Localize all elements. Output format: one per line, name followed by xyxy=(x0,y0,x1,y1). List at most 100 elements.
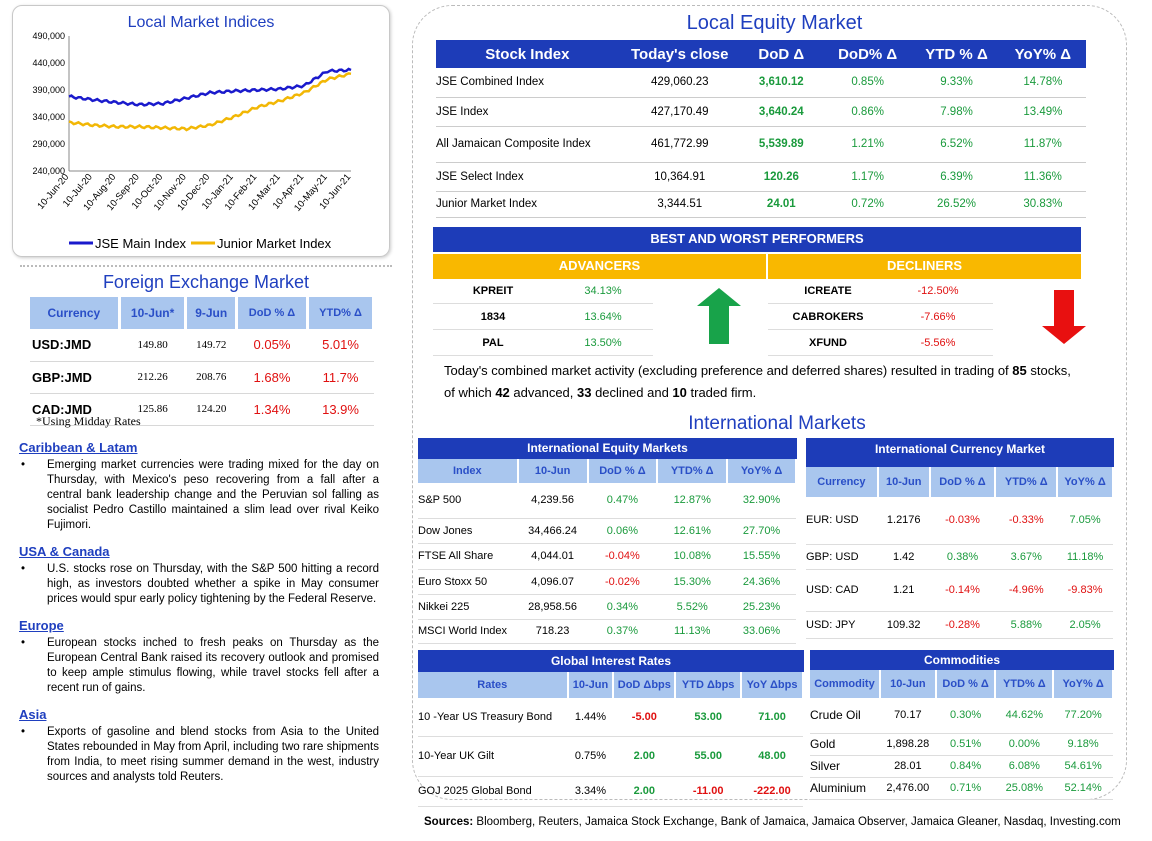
table-row: JSE Select Index 10,364.91 120.26 1.17% 6.39… xyxy=(436,162,1086,192)
fx-cell: 1.34% xyxy=(236,393,308,426)
equity-col-header: DoD% Δ xyxy=(821,40,914,68)
col-header: YoY% Δ xyxy=(1057,467,1114,497)
table-cell: EUR: USD xyxy=(806,497,878,545)
table-cell: 44.62% xyxy=(995,698,1054,734)
table-cell: 3.67% xyxy=(995,544,1058,570)
intl-equity-title: International Equity Markets xyxy=(418,438,797,459)
equity-cell: 3,344.51 xyxy=(618,191,741,218)
table-cell: 2.00 xyxy=(613,736,676,777)
y-tick-label: 240,000 xyxy=(32,166,65,176)
performer-symbol: PAL xyxy=(482,337,504,349)
performer-change: -7.66% xyxy=(920,311,956,323)
equity-cell: 427,170.49 xyxy=(618,97,741,127)
table-cell: 12.61% xyxy=(657,518,728,544)
intl-currency-table: Currency 10-Jun DoD % Δ YTD% Δ YoY% Δ EUR: US… xyxy=(806,467,1114,639)
table-cell: USD: CAD xyxy=(806,569,878,612)
news-section: Caribbean & Latam Emerging market currenc… xyxy=(19,440,379,796)
indices-chart-panel: Local Market Indices 490,000 440,000 390,0… xyxy=(12,5,390,257)
table-cell: Aluminium xyxy=(810,777,880,800)
col-header: YTD Δbps xyxy=(675,672,743,698)
equity-cell: 429,060.23 xyxy=(618,68,741,98)
equity-cell: 24.01 xyxy=(740,191,822,218)
table-cell: 28.01 xyxy=(879,755,936,778)
fx-cell: 149.72 xyxy=(185,329,237,362)
col-header: DoD % Δ xyxy=(587,459,659,483)
col-header: DoD Δbps xyxy=(613,672,677,698)
y-tick-label: 290,000 xyxy=(32,139,65,149)
equity-cell: 13.49% xyxy=(999,97,1086,127)
col-header: YTD% Δ xyxy=(995,670,1055,698)
table-cell: -0.02% xyxy=(587,569,658,595)
fx-col-header: Currency xyxy=(30,297,121,329)
fx-cell: USD:JMD xyxy=(30,329,120,362)
table-cell: 25.08% xyxy=(995,777,1054,800)
table-cell: Silver xyxy=(810,755,880,778)
table-row: Gold 1,898.28 0.51% 0.00% 9.18% xyxy=(810,733,1113,756)
fx-cell: 5.01% xyxy=(307,329,374,362)
table-row: USD: JPY 109.32 -0.28% 5.88% 2.05% xyxy=(806,611,1113,639)
series-line-0 xyxy=(68,67,352,107)
table-cell: 0.84% xyxy=(935,755,996,778)
table-cell: 3.34% xyxy=(567,776,614,807)
performer-change: 13.64% xyxy=(584,311,622,323)
table-row: Dow Jones 34,466.24 0.06% 12.61% 27.70% xyxy=(418,518,796,544)
table-cell: 10-Year UK Gilt xyxy=(418,736,568,777)
news-title: Europe xyxy=(19,618,64,633)
performer-change: 34.13% xyxy=(584,285,622,297)
col-header: 10-Jun xyxy=(567,672,615,698)
table-cell: 1.21 xyxy=(877,569,930,612)
equity-table: Stock Index Today's close DoD Δ DoD% Δ YTD %… xyxy=(436,40,1086,218)
arrow-up-icon xyxy=(697,288,741,344)
table-row: GOJ 2025 Global Bond 3.34% 2.00 -11.00 -222.… xyxy=(418,776,803,807)
table-cell: 7.05% xyxy=(1057,497,1113,545)
table-cell: Dow Jones xyxy=(418,518,518,544)
performer-row: CABROKERS -7.66% xyxy=(768,304,993,330)
table-cell: -5.00 xyxy=(613,698,676,737)
equity-cell: 9.33% xyxy=(913,68,1000,98)
table-cell: 2,476.00 xyxy=(879,777,936,800)
equity-cell: 11.87% xyxy=(999,126,1086,163)
table-cell: 15.55% xyxy=(727,543,796,570)
equity-cell: 3,610.12 xyxy=(740,68,822,98)
table-row: GBP:JMD 212.26 208.76 1.68% 11.7% xyxy=(30,361,374,394)
table-cell: USD: JPY xyxy=(806,611,878,639)
table-row: EUR: USD 1.2176 -0.03% -0.33% 7.05% xyxy=(806,497,1113,545)
table-cell: 0.34% xyxy=(587,594,658,620)
table-cell: Gold xyxy=(810,733,880,756)
equity-cell: 6.39% xyxy=(913,162,1000,192)
fx-cell: 208.76 xyxy=(185,361,237,394)
fx-cell: 125.86 xyxy=(119,393,186,426)
col-header: 10-Jun xyxy=(517,459,589,483)
table-row: FTSE All Share 4,044.01 -0.04% 10.08% 15.55% xyxy=(418,543,796,570)
indices-line-chart: 490,000 440,000 390,000 340,000 290,000 240,0… xyxy=(32,31,353,251)
equity-col-header: YoY% Δ xyxy=(999,40,1086,68)
fx-col-header: 10-Jun* xyxy=(119,297,188,329)
performer-symbol: KPREIT xyxy=(472,285,514,297)
table-cell: 11.13% xyxy=(657,619,728,644)
table-cell: 0.30% xyxy=(935,698,996,734)
news-item: Asia Exports of gasoline and blend stocks… xyxy=(19,707,379,785)
equity-cell: 5,539.89 xyxy=(740,126,822,163)
equity-cell: Junior Market Index xyxy=(436,191,619,218)
table-row: Nikkei 225 28,958.56 0.34% 5.52% 25.23% xyxy=(418,594,796,620)
table-row: USD: CAD 1.21 -0.14% -4.96% -9.83% xyxy=(806,569,1113,612)
y-tick-label: 440,000 xyxy=(32,58,65,68)
table-cell: Nikkei 225 xyxy=(418,594,518,620)
rates-title: Global Interest Rates xyxy=(418,650,804,672)
chart-title: Local Market Indices xyxy=(127,14,275,31)
performer-symbol: ICREATE xyxy=(804,285,852,297)
table-cell: 11.18% xyxy=(1057,544,1113,570)
news-item: USA & Canada U.S. stocks rose on Thursday… xyxy=(19,544,379,607)
fx-table: Currency 10-Jun* 9-Jun DoD % Δ YTD% Δ USD:JM… xyxy=(30,297,375,426)
table-cell: 2.00 xyxy=(613,776,676,807)
equity-cell: JSE Select Index xyxy=(436,162,619,192)
table-cell: -9.83% xyxy=(1057,569,1113,612)
fx-col-header: YTD% Δ xyxy=(307,297,375,329)
table-cell: 9.18% xyxy=(1053,733,1113,756)
equity-col-header: DoD Δ xyxy=(740,40,822,68)
table-cell: 1.2176 xyxy=(877,497,930,545)
fx-cell: 124.20 xyxy=(185,393,237,426)
news-title: Caribbean & Latam xyxy=(19,440,138,455)
performer-row: PAL 13.50% xyxy=(433,330,653,356)
table-cell: -0.28% xyxy=(929,611,996,639)
